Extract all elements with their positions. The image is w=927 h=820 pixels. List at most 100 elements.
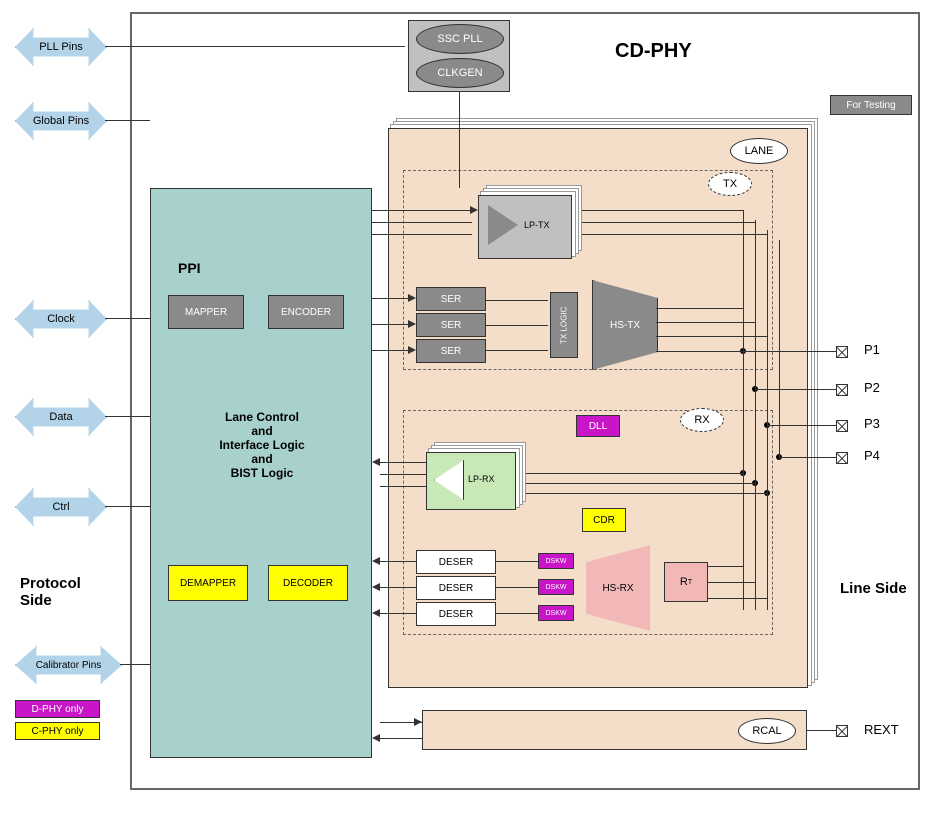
p3-label: P3 (864, 416, 880, 431)
ppi-center-text: Lane Control and Interface Logic and BIS… (192, 410, 332, 480)
arrow-icon (372, 458, 380, 466)
arrow-icon (372, 557, 380, 565)
ctrl-label: Ctrl (52, 501, 69, 513)
calibrator-arrow: Calibrator Pins (15, 646, 122, 684)
p1-label: P1 (864, 342, 880, 357)
hstx-out-line (656, 322, 755, 323)
txlogic-block: TX LOGIC (550, 292, 578, 358)
hsrx-in-line (708, 566, 743, 567)
ppi-ser-line (372, 324, 408, 325)
bus-line (779, 240, 780, 460)
lptx-out-line (582, 222, 755, 223)
txlogic-label: TX LOGIC (560, 306, 569, 343)
rx-label: RX (680, 408, 724, 432)
lptx-label: LP-TX (524, 220, 550, 230)
dskw-block-1: DSKW (538, 553, 574, 569)
ppi-ser-line (372, 350, 408, 351)
calibrator-label: Calibrator Pins (36, 660, 102, 671)
lprx-ppi-line (380, 474, 426, 475)
pll-pins-label: PLL Pins (39, 41, 83, 53)
ppi-lptx-line (372, 234, 472, 235)
dskw-deser-line (496, 613, 538, 614)
lprx-in-line (526, 493, 767, 494)
decoder-block: DECODER (268, 565, 348, 601)
arrow-icon (470, 206, 478, 214)
lprx-label: LP-RX (468, 474, 495, 484)
hstx-label: HS-TX (610, 320, 640, 331)
pin-line (779, 457, 836, 458)
ppi-lptx-line (372, 210, 472, 211)
tx-label: TX (708, 172, 752, 196)
clk-line (459, 92, 460, 188)
global-pins-label: Global Pins (33, 115, 89, 127)
data-arrow: Data (15, 398, 107, 436)
for-testing-label: For Testing (830, 95, 912, 115)
dskw-block-2: DSKW (538, 579, 574, 595)
legend-dphy: D-PHY only (15, 700, 100, 718)
legend-cphy: C-PHY only (15, 722, 100, 740)
deser-ppi-line (380, 613, 416, 614)
bus-line (767, 230, 768, 610)
rext-label: REXT (864, 722, 899, 737)
hsrx-label: HS-RX (602, 583, 633, 594)
dll-block: DLL (576, 415, 620, 437)
hsrx-in-line (708, 598, 767, 599)
deser-block-3: DESER (416, 602, 496, 626)
arrow-icon (408, 346, 416, 354)
lane-label: LANE (730, 138, 788, 164)
encoder-block: ENCODER (268, 295, 344, 329)
protocol-side-label: Protocol Side (20, 575, 81, 609)
ppi-ser-line (372, 298, 408, 299)
ext-line (105, 416, 150, 417)
ser-block-3: SER (416, 339, 486, 363)
line-side-label: Line Side (840, 580, 907, 597)
ppi-lptx-line (372, 222, 472, 223)
lprx-in-line (526, 473, 743, 474)
dskw-block-3: DSKW (538, 605, 574, 621)
ext-line (105, 46, 405, 47)
bus-line (743, 210, 744, 610)
ser-txlogic-line (486, 350, 548, 351)
ser-block-2: SER (416, 313, 486, 337)
cdr-block: CDR (582, 508, 626, 532)
arrow-icon (408, 294, 416, 302)
clock-arrow: Clock (15, 300, 107, 338)
lprx-ppi-line (380, 462, 426, 463)
dskw-deser-line (496, 587, 538, 588)
mapper-block: MAPPER (168, 295, 244, 329)
deser-block-1: DESER (416, 550, 496, 574)
rext-pin-icon (836, 725, 848, 737)
ext-line (120, 664, 150, 665)
title: CD-PHY (615, 40, 692, 63)
ext-line (105, 120, 150, 121)
ctrl-arrow: Ctrl (15, 488, 107, 526)
global-pins-arrow: Global Pins (15, 102, 107, 140)
lptx-out-line (582, 210, 743, 211)
rcal-line (380, 738, 422, 739)
bus-line (755, 220, 756, 610)
clock-label: Clock (47, 313, 75, 325)
ssc-pll-block: SSC PLL (416, 24, 504, 54)
rcal-label: RCAL (738, 718, 796, 744)
arrow-icon (372, 583, 380, 591)
p2-pin-icon (836, 384, 848, 396)
pin-line (807, 730, 836, 731)
arrow-icon (372, 734, 380, 742)
pin-line (755, 389, 836, 390)
pll-pins-arrow: PLL Pins (15, 28, 107, 66)
p4-label: P4 (864, 448, 880, 463)
ser-txlogic-line (486, 325, 548, 326)
rt-label: R (680, 576, 688, 588)
p3-pin-icon (836, 420, 848, 432)
p1-pin-icon (836, 346, 848, 358)
ext-line (105, 506, 150, 507)
dskw-deser-line (496, 561, 538, 562)
rt-block: RT (664, 562, 708, 602)
hstx-out-line (656, 308, 743, 309)
deser-block-2: DESER (416, 576, 496, 600)
diagram-canvas: CD-PHY For Testing PLL Pins Global Pins … (10, 10, 927, 810)
rt-sub-label: T (688, 579, 692, 586)
arrow-icon (414, 718, 422, 726)
hstx-out-line (656, 336, 767, 337)
clkgen-block: CLKGEN (416, 58, 504, 88)
